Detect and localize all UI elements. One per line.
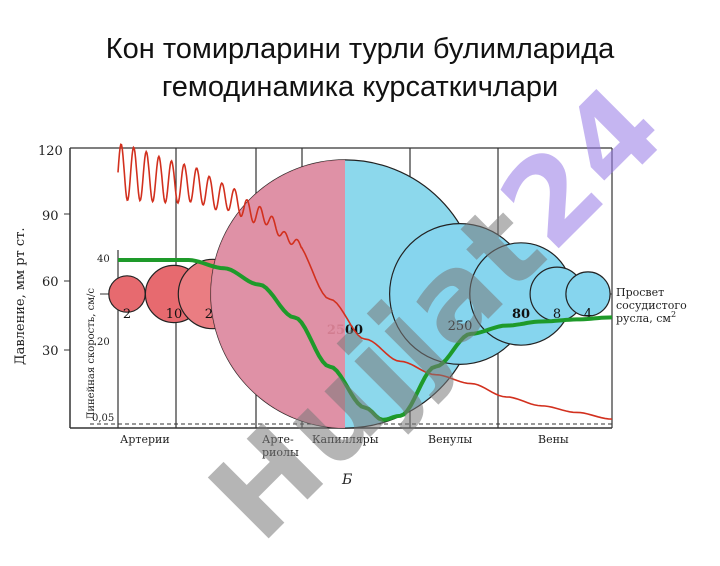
segment-arterioles-1: Арте- xyxy=(262,433,294,446)
pressure-axis-label: Давление, мм рт ст. xyxy=(13,228,28,365)
chart-series xyxy=(117,143,613,422)
title-line-2: гемодинамика курсаткичлари xyxy=(161,71,559,103)
title-line-1: Кон томирларини турли булимларида xyxy=(105,33,615,65)
cross-section-value-250: 250 xyxy=(448,319,473,334)
cross-section-label-1: Просвет xyxy=(616,286,664,299)
cross-section-label-2: сосудистого xyxy=(616,299,687,312)
cross-section-circle-4 xyxy=(565,271,611,317)
pressure-series-line xyxy=(117,143,613,420)
velocity-axis-label: Линейная скорость, см/с xyxy=(86,288,97,420)
segment-veins: Вены xyxy=(538,433,569,446)
pressure-tick-30: 30 xyxy=(42,344,59,359)
cross-section-circles: 210204025002508084 xyxy=(108,159,611,429)
pressure-tick-120: 120 xyxy=(38,144,63,159)
cross-section-value-8: 8 xyxy=(553,307,561,322)
slide-title: Кон томирларини турли булимларида гемоди… xyxy=(0,30,720,106)
cross-section-value-80: 80 xyxy=(512,307,530,322)
velocity-min-label: 0,05 xyxy=(92,413,114,424)
velocity-tick-20: 20 xyxy=(97,337,110,348)
segment-arterioles-2: риолы xyxy=(262,446,299,459)
pressure-tick-90: 90 xyxy=(42,209,59,224)
cross-section-value-4: 4 xyxy=(584,307,592,322)
segment-capillaries: Капилляры xyxy=(312,433,379,446)
capillary-circle-arterial-half xyxy=(210,159,345,429)
cross-section-value-10: 10 xyxy=(166,307,183,322)
cross-section-label-3: русла, см2 xyxy=(616,310,676,325)
cross-section-label-3-text: русла, см xyxy=(616,312,671,325)
velocity-series-line xyxy=(118,258,613,422)
cross-section-label-sup: 2 xyxy=(671,310,676,319)
segment-arteries: Артерии xyxy=(120,433,170,446)
figure-label: Б xyxy=(341,472,352,488)
pressure-tick-60: 60 xyxy=(42,275,59,290)
segment-venules: Венулы xyxy=(428,433,472,446)
hemodynamics-chart: 120 90 60 30 40 20 0,05 Давление, мм рт … xyxy=(13,143,687,488)
velocity-tick-40: 40 xyxy=(97,254,110,265)
cross-section-value-2: 2 xyxy=(123,307,131,322)
